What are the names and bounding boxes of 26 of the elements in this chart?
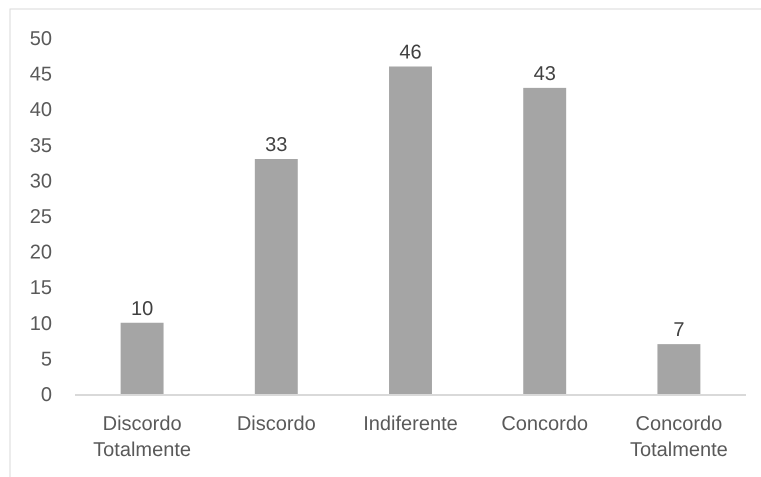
y-tick-label: 35	[30, 134, 52, 157]
y-tick-label: 30	[30, 170, 52, 192]
data-label: 10	[130, 298, 154, 320]
y-tick-label: 45	[30, 64, 52, 86]
y-tick-label: 25	[30, 206, 52, 228]
y-tick-label: 5	[40, 348, 52, 370]
x-tick-label: Indiferente	[363, 413, 458, 435]
bar	[523, 88, 566, 394]
y-tick-label: 20	[30, 242, 52, 264]
x-tick-label: Concordo Totalmente	[630, 413, 728, 461]
bar	[254, 159, 298, 394]
x-tick-label: Discordo Totalmente	[93, 413, 192, 461]
bar	[389, 66, 432, 394]
data-label: 43	[534, 62, 556, 85]
y-tick-label: 15	[30, 277, 52, 300]
data-label: 46	[399, 41, 422, 64]
x-tick-label: Concordo	[501, 413, 588, 435]
data-label: 33	[265, 134, 288, 156]
y-tick-label: 0	[40, 384, 52, 406]
x-tick-label: Discordo	[236, 413, 316, 435]
y-tick-label: 10	[30, 312, 52, 335]
y-tick-label: 50	[30, 28, 52, 50]
data-label: 7	[673, 319, 684, 342]
bar	[120, 322, 164, 394]
bar	[657, 344, 700, 394]
y-tick-label: 40	[30, 99, 52, 122]
